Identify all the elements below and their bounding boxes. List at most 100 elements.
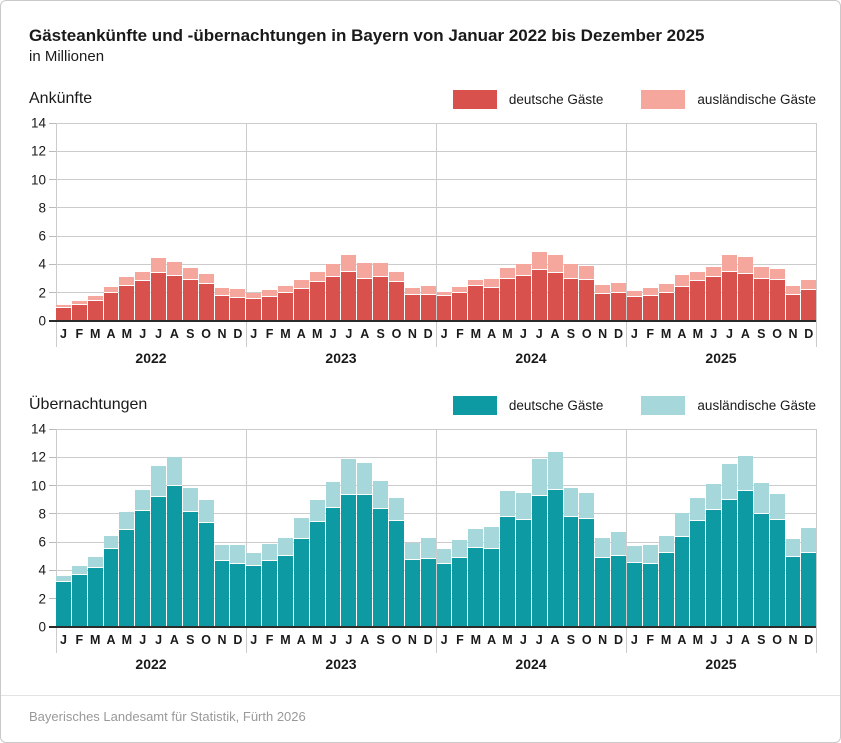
month-label: M [660, 633, 672, 647]
bar-segment-deutsche-gaeste [737, 273, 753, 321]
bar-2024-9-S [563, 487, 579, 627]
month-label: A [169, 633, 179, 647]
bar-segment-deutsche-gaeste [436, 564, 452, 627]
month-label: J [155, 633, 163, 647]
month-label: J [519, 327, 527, 341]
bar-segment-deutsche-gaeste [642, 564, 658, 627]
legend-item: ausländische Gäste [641, 89, 816, 109]
year-label: 2024 [515, 656, 547, 672]
month-label: J [726, 327, 733, 341]
bar-segment-deutsche-gaeste [420, 294, 436, 321]
year-label: 2024 [515, 350, 547, 366]
bar-2025-2-F [642, 288, 658, 321]
y-axis-label: 0 [38, 313, 46, 329]
bar-2023-5-M [309, 499, 325, 627]
bar-2023-1-J [246, 292, 262, 321]
month-label: J [535, 633, 543, 647]
bar-segment-auslaendische-gaeste [658, 284, 674, 293]
bar-segment-deutsche-gaeste [563, 278, 579, 321]
bar-segment-auslaendische-gaeste [198, 499, 214, 524]
month-label: A [106, 327, 116, 341]
bar-segment-deutsche-gaeste [56, 307, 71, 321]
bar-segment-auslaendische-gaeste [801, 528, 817, 553]
bar-2024-2-F [452, 540, 468, 627]
bar-segment-deutsche-gaeste [420, 559, 436, 627]
year-label: 2022 [135, 350, 167, 366]
month-label: A [677, 633, 687, 647]
bar-2024-6-J [515, 264, 531, 321]
bar-2025-9-S [753, 267, 769, 321]
bar-segment-auslaendische-gaeste [71, 301, 87, 305]
bar-segment-deutsche-gaeste [71, 304, 87, 321]
month-label: M [280, 633, 291, 647]
bar-segment-deutsche-gaeste [785, 557, 801, 627]
month-label: M [692, 327, 704, 341]
bar-segment-auslaendische-gaeste [214, 288, 230, 296]
x-axis-baseline [49, 626, 816, 628]
bar-2022-1-J [56, 576, 71, 627]
bar-segment-deutsche-gaeste [658, 292, 674, 321]
bar-segment-deutsche-gaeste [801, 289, 817, 321]
month-label: J [139, 327, 147, 341]
bar-segment-deutsche-gaeste [151, 272, 167, 321]
month-label: J [59, 327, 67, 341]
chart-header: Ankünfte deutsche Gäste ausländische Gäste [29, 87, 816, 111]
y-axis-label: 2 [38, 285, 46, 301]
month-label: O [391, 327, 402, 341]
bar-segment-auslaendische-gaeste [357, 263, 373, 279]
bar-segment-deutsche-gaeste [642, 295, 658, 321]
month-label: D [233, 327, 243, 341]
month-label: J [250, 327, 258, 341]
month-label: J [519, 633, 527, 647]
y-axis-label: 14 [30, 115, 46, 131]
month-label: M [89, 633, 101, 647]
bar-2022-7-J [151, 258, 167, 321]
bar-2024-4-A [484, 278, 500, 321]
bar-2024-1-J [436, 548, 452, 627]
month-label: F [265, 633, 274, 647]
bar-2025-11-N [785, 539, 801, 627]
bar-2023-4-A [293, 518, 309, 627]
bar-2022-1-J [56, 305, 71, 321]
bar-segment-deutsche-gaeste [262, 296, 278, 321]
bar-segment-auslaendische-gaeste [547, 255, 563, 273]
bar-segment-deutsche-gaeste [515, 275, 531, 321]
bar-2024-11-N [595, 284, 611, 321]
bar-segment-auslaendische-gaeste [801, 280, 817, 290]
year-label: 2025 [705, 656, 737, 672]
month-label: N [407, 633, 417, 647]
bar-segment-deutsche-gaeste [500, 516, 515, 627]
bar-segment-deutsche-gaeste [167, 486, 182, 627]
bar-segment-auslaendische-gaeste [278, 285, 293, 294]
year-divider [55, 123, 57, 347]
month-label: S [566, 327, 576, 341]
month-label: A [169, 327, 179, 341]
bar-2024-11-N [595, 537, 611, 627]
bar-2025-12-D [801, 528, 817, 627]
bar-2025-4-A [674, 513, 690, 627]
plot-area: 0 2 4 6 8 10 12 14 [31, 422, 817, 635]
bar-segment-auslaendische-gaeste [531, 459, 547, 497]
bar-2022-9-S [182, 267, 198, 321]
bar-segment-auslaendische-gaeste [293, 280, 309, 290]
y-axis-label: 6 [38, 534, 46, 550]
bar-2023-1-J [246, 552, 262, 627]
bar-segment-auslaendische-gaeste [230, 289, 246, 298]
bar-segment-deutsche-gaeste [119, 285, 135, 321]
bar-segment-deutsche-gaeste [325, 277, 341, 321]
page-subtitle: in Millionen [29, 48, 105, 65]
axis-tick [49, 513, 56, 515]
bar-2022-3-M [87, 296, 103, 321]
month-label: J [440, 633, 448, 647]
bar-segment-deutsche-gaeste [404, 294, 420, 321]
bar-segment-auslaendische-gaeste [198, 273, 214, 284]
month-label: A [106, 633, 116, 647]
bar-2025-12-D [801, 280, 817, 321]
month-label: F [646, 327, 655, 341]
axis-tick [49, 150, 56, 152]
month-label: D [804, 327, 814, 341]
bar-segment-auslaendische-gaeste [151, 465, 167, 497]
legend: deutsche Gäste ausländische Gäste [452, 89, 816, 109]
y-axis-label: 0 [38, 619, 46, 635]
bar-segment-auslaendische-gaeste [785, 285, 801, 295]
